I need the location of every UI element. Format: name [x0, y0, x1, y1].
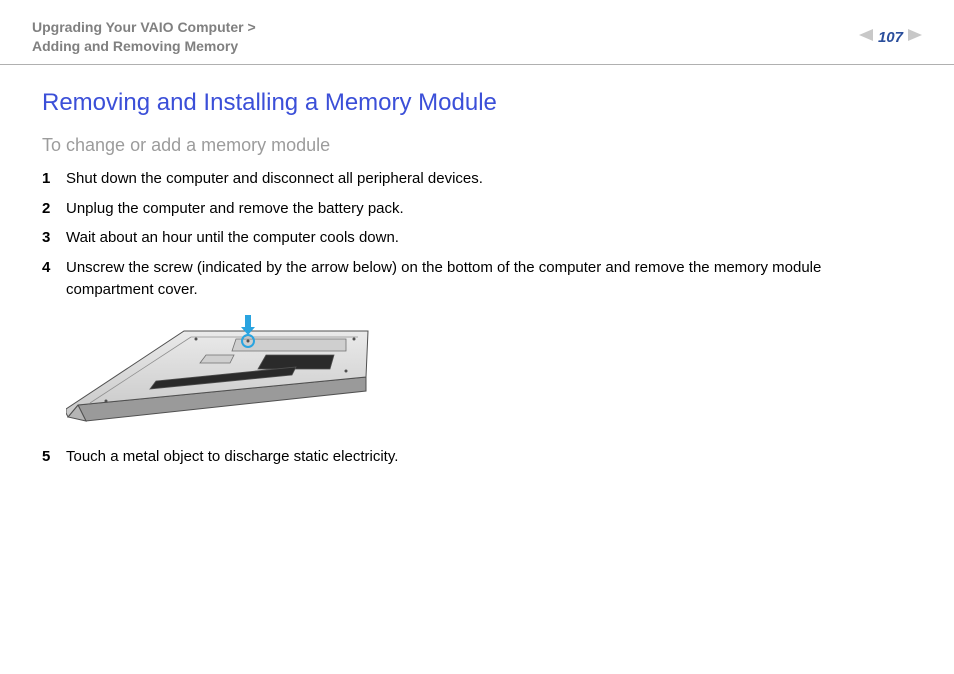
- step-text: Shut down the computer and disconnect al…: [66, 168, 912, 190]
- page-content: Removing and Installing a Memory Module …: [0, 65, 954, 468]
- step-number: 1: [42, 168, 66, 190]
- list-item: 3 Wait about an hour until the computer …: [42, 227, 912, 249]
- breadcrumb: Upgrading Your VAIO Computer > Adding an…: [32, 18, 256, 56]
- step-text: Unscrew the screw (indicated by the arro…: [66, 257, 912, 301]
- list-item: 5 Touch a metal object to discharge stat…: [42, 446, 912, 468]
- step-number: 5: [42, 446, 66, 468]
- page-header: Upgrading Your VAIO Computer > Adding an…: [0, 0, 954, 65]
- step-number: 4: [42, 257, 66, 279]
- laptop-bottom-diagram: [66, 309, 376, 429]
- diagram-container: [66, 309, 912, 434]
- step-number: 2: [42, 198, 66, 220]
- next-page-icon[interactable]: [908, 28, 922, 46]
- breadcrumb-line-2: Adding and Removing Memory: [32, 37, 256, 56]
- step-text: Wait about an hour until the computer co…: [66, 227, 912, 249]
- page-subtitle: To change or add a memory module: [42, 135, 912, 156]
- breadcrumb-line-1: Upgrading Your VAIO Computer >: [32, 18, 256, 37]
- step-list: 1 Shut down the computer and disconnect …: [42, 168, 912, 301]
- list-item: 2 Unplug the computer and remove the bat…: [42, 198, 912, 220]
- page-title: Removing and Installing a Memory Module: [42, 89, 912, 117]
- list-item: 1 Shut down the computer and disconnect …: [42, 168, 912, 190]
- page-number: 107: [878, 29, 903, 46]
- step-number: 3: [42, 227, 66, 249]
- pager: 107: [859, 28, 922, 46]
- step-text: Unplug the computer and remove the batte…: [66, 198, 912, 220]
- step-text: Touch a metal object to discharge static…: [66, 446, 912, 468]
- prev-page-icon[interactable]: [859, 28, 873, 46]
- list-item: 4 Unscrew the screw (indicated by the ar…: [42, 257, 912, 301]
- step-list-continued: 5 Touch a metal object to discharge stat…: [42, 446, 912, 468]
